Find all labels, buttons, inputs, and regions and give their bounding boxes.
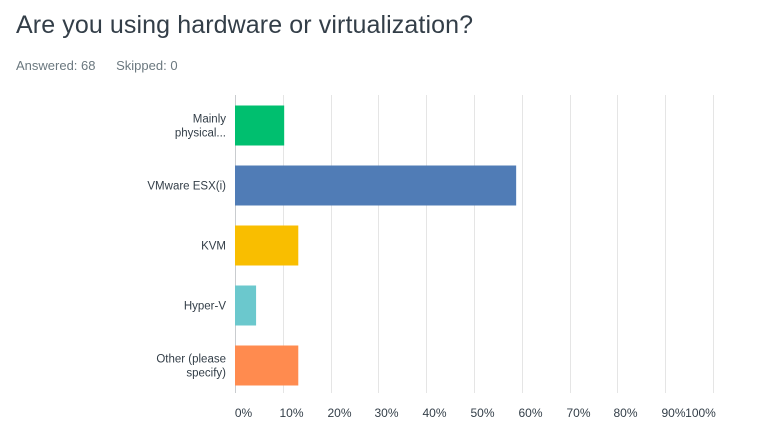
- bar: [235, 285, 257, 326]
- category-label: KVM: [201, 241, 226, 253]
- bars: [235, 105, 517, 386]
- category-label: Mainly physical...: [175, 114, 226, 140]
- answered-count: Answered: 68: [16, 58, 96, 73]
- x-tick-label: 90%: [661, 406, 685, 420]
- bar: [235, 345, 299, 386]
- x-tick-label: 0%: [235, 406, 253, 420]
- category-labels: Mainly physical... VMware ESX(i) KVM Hyper-V…: [147, 114, 226, 380]
- x-tick-label: 100%: [685, 406, 716, 420]
- category-label: Hyper-V: [184, 301, 227, 313]
- x-tick-label: 70%: [566, 406, 590, 420]
- category-label: Other (please specify): [156, 354, 226, 380]
- bar: [235, 105, 285, 146]
- x-tick-label: 40%: [422, 406, 446, 420]
- bar: [235, 165, 517, 206]
- x-tick-label: 10%: [279, 406, 303, 420]
- x-tick-labels: 0% 10% 20% 30% 40% 50% 60% 70% 80% 90% 100%: [235, 406, 716, 420]
- x-tick-label: 30%: [374, 406, 398, 420]
- x-tick-label: 20%: [327, 406, 351, 420]
- response-stats: Answered: 68 Skipped: 0: [16, 58, 195, 73]
- x-tick-label: 80%: [613, 406, 637, 420]
- skipped-count: Skipped: 0: [116, 58, 178, 73]
- grid-lines: [235, 95, 714, 393]
- category-label: VMware ESX(i): [147, 181, 226, 193]
- x-tick-label: 50%: [470, 406, 494, 420]
- bar: [235, 225, 299, 266]
- question-title: Are you using hardware or virtualization…: [16, 11, 474, 39]
- x-tick-label: 60%: [518, 406, 542, 420]
